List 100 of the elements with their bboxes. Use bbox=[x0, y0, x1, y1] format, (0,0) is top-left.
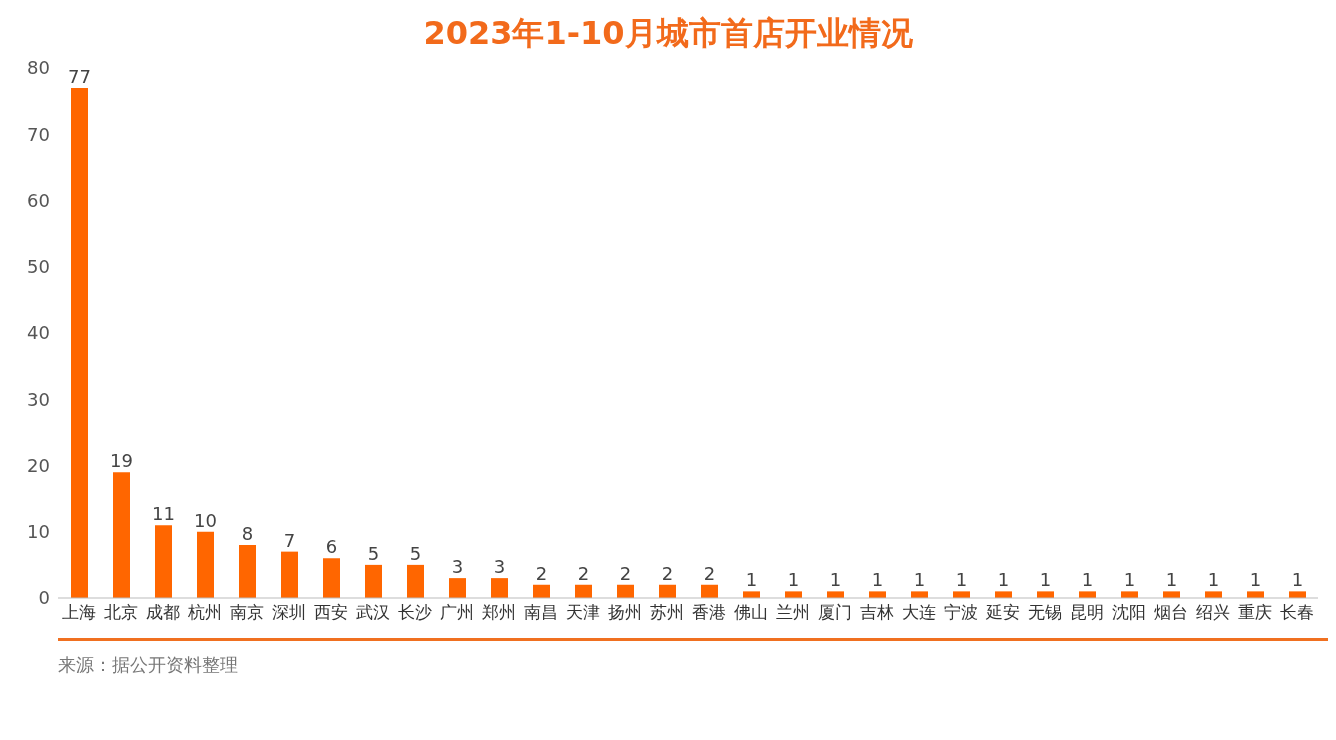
y-tick-label: 40 bbox=[27, 322, 50, 344]
data-label: 1 bbox=[871, 569, 884, 591]
data-label: 19 bbox=[110, 450, 133, 472]
chart-title: 2023年1-10月城市首店开业情况 bbox=[422, 13, 914, 54]
data-label: 1 bbox=[745, 569, 758, 591]
source-note: 来源：据公开资料整理 bbox=[58, 653, 239, 677]
x-tick-label: 兰州 bbox=[776, 602, 810, 623]
x-tick-label: 上海 bbox=[62, 602, 96, 623]
x-tick-label: 昆明 bbox=[1070, 602, 1104, 623]
x-tick-label: 烟台 bbox=[1154, 602, 1188, 623]
x-tick-label: 长春 bbox=[1280, 602, 1314, 623]
bar bbox=[113, 472, 130, 598]
x-tick-label: 南昌 bbox=[524, 602, 558, 623]
x-tick-label: 北京 bbox=[104, 602, 138, 623]
x-tick-label: 沈阳 bbox=[1112, 602, 1146, 623]
x-tick-label: 成都 bbox=[146, 602, 180, 623]
bar bbox=[1037, 591, 1054, 598]
x-tick-label: 扬州 bbox=[608, 602, 642, 623]
data-label: 1 bbox=[1123, 569, 1136, 591]
x-tick-label: 厦门 bbox=[818, 602, 852, 623]
data-label: 3 bbox=[493, 556, 506, 578]
y-tick-label: 10 bbox=[27, 521, 50, 543]
y-tick-label: 70 bbox=[27, 123, 50, 145]
data-label: 3 bbox=[451, 556, 464, 578]
bar bbox=[1079, 591, 1096, 598]
x-tick-label: 无锡 bbox=[1028, 602, 1062, 623]
x-tick-label: 宁波 bbox=[944, 602, 978, 623]
y-tick-label: 80 bbox=[27, 57, 50, 79]
data-label: 7 bbox=[283, 529, 296, 551]
x-tick-label: 武汉 bbox=[356, 602, 390, 623]
bar bbox=[911, 591, 928, 598]
data-label: 1 bbox=[829, 569, 842, 591]
y-tick-label: 20 bbox=[27, 454, 50, 476]
bar bbox=[449, 578, 466, 598]
bar bbox=[365, 564, 382, 598]
data-label: 2 bbox=[577, 562, 590, 584]
data-label: 2 bbox=[703, 562, 716, 584]
bar bbox=[953, 591, 970, 598]
data-label: 1 bbox=[913, 569, 926, 591]
data-label: 5 bbox=[367, 542, 380, 564]
bar bbox=[617, 584, 634, 598]
bar bbox=[701, 584, 718, 598]
bar bbox=[407, 564, 424, 598]
bar bbox=[1205, 591, 1222, 598]
bar bbox=[323, 558, 340, 598]
data-label: 10 bbox=[194, 509, 217, 531]
bar bbox=[869, 591, 886, 598]
x-tick-label: 延安 bbox=[985, 602, 1020, 623]
data-label: 1 bbox=[955, 569, 968, 591]
x-tick-label: 佛山 bbox=[734, 602, 768, 623]
bar bbox=[281, 551, 298, 598]
x-tick-label: 西安 bbox=[314, 602, 348, 623]
bar bbox=[1121, 591, 1138, 598]
x-tick-label: 绍兴 bbox=[1196, 602, 1230, 623]
x-tick-label: 天津 bbox=[566, 602, 600, 623]
data-label: 8 bbox=[241, 523, 254, 544]
x-tick-label: 吉林 bbox=[860, 602, 894, 623]
x-tick-label: 长沙 bbox=[398, 602, 432, 623]
bar bbox=[785, 591, 802, 598]
x-tick-label: 杭州 bbox=[187, 602, 222, 623]
x-tick-label: 南京 bbox=[230, 602, 264, 623]
y-tick-label: 0 bbox=[38, 587, 50, 609]
bar bbox=[1163, 591, 1180, 598]
data-label: 1 bbox=[1165, 569, 1178, 591]
bar bbox=[155, 525, 172, 598]
bar bbox=[239, 545, 256, 598]
bar bbox=[197, 531, 214, 598]
data-label: 5 bbox=[409, 542, 422, 564]
data-label: 1 bbox=[1039, 569, 1052, 591]
data-label: 1 bbox=[787, 569, 800, 591]
data-label: 77 bbox=[68, 65, 91, 87]
x-tick-label: 大连 bbox=[902, 602, 936, 623]
data-label: 1 bbox=[1081, 569, 1094, 591]
x-tick-label: 香港 bbox=[692, 602, 726, 623]
bar bbox=[533, 584, 550, 598]
data-label: 1 bbox=[1291, 569, 1304, 591]
bar bbox=[1247, 591, 1264, 598]
data-label: 1 bbox=[1249, 569, 1262, 591]
bar bbox=[827, 591, 844, 598]
bar bbox=[743, 591, 760, 598]
bar bbox=[491, 578, 508, 598]
x-tick-label: 深圳 bbox=[272, 602, 306, 623]
data-label: 2 bbox=[661, 562, 674, 584]
data-label: 1 bbox=[1207, 569, 1220, 591]
y-tick-label: 60 bbox=[27, 189, 50, 211]
x-tick-label: 重庆 bbox=[1238, 602, 1272, 623]
y-tick-label: 50 bbox=[27, 256, 50, 278]
bar bbox=[1289, 591, 1306, 598]
bar bbox=[71, 87, 88, 598]
data-label: 1 bbox=[997, 569, 1010, 591]
data-label: 11 bbox=[152, 503, 175, 525]
y-tick-label: 30 bbox=[27, 388, 50, 410]
data-label: 2 bbox=[535, 562, 548, 584]
x-tick-label: 郑州 bbox=[482, 602, 516, 623]
bar bbox=[659, 584, 676, 598]
data-label: 2 bbox=[619, 562, 632, 584]
bar bbox=[575, 584, 592, 598]
x-tick-label: 广州 bbox=[440, 602, 474, 623]
bar bbox=[995, 591, 1012, 598]
x-tick-label: 苏州 bbox=[650, 602, 684, 623]
